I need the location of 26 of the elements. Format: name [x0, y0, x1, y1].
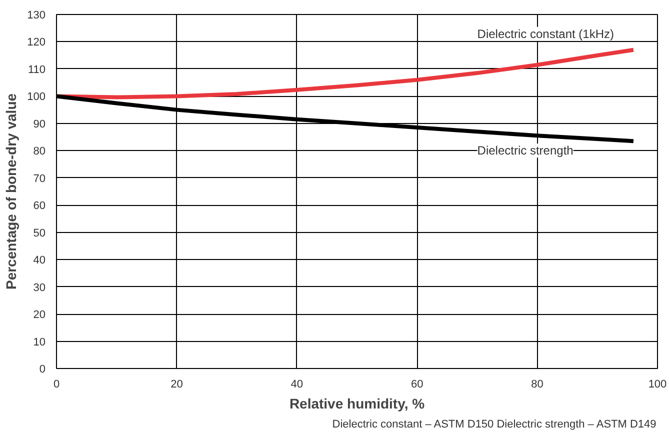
y-tick-label: 10	[33, 336, 46, 348]
x-axis-title: Relative humidity, %	[289, 396, 426, 412]
x-tick-label: 60	[410, 378, 424, 390]
x-tick-label: 100	[648, 378, 667, 390]
y-tick-label: 60	[33, 200, 46, 212]
y-tick-label: 130	[27, 10, 46, 22]
y-tick-label: 50	[33, 227, 46, 240]
series-label: Dielectric strength	[477, 144, 574, 158]
y-tick-label: 80	[33, 146, 46, 158]
y-tick-label: 110	[28, 64, 46, 76]
y-tick-label: 0	[39, 364, 46, 376]
x-tick-label: 80	[531, 378, 544, 390]
y-tick-label: 20	[33, 309, 46, 322]
y-tick-label: 30	[33, 282, 46, 294]
line-series	[56, 48, 636, 100]
y-tick-label: 120	[27, 36, 46, 49]
y-axis-title: Percentage of bone-dry value	[3, 93, 20, 290]
x-tick-label: 0	[53, 378, 60, 390]
x-tick-label: 40	[290, 378, 304, 390]
series-label: Dielectric constant (1kHz)	[477, 26, 614, 41]
y-tick-label: 40	[33, 254, 46, 267]
y-tick-label: 100	[27, 91, 46, 104]
text: Dielectric constant – ASTM D150 Dielectric strength – ASTM D149	[332, 418, 656, 430]
x-tick-label: 20	[170, 378, 183, 390]
y-tick-label: 70	[33, 172, 46, 185]
y-tick-label: 90	[33, 118, 46, 130]
